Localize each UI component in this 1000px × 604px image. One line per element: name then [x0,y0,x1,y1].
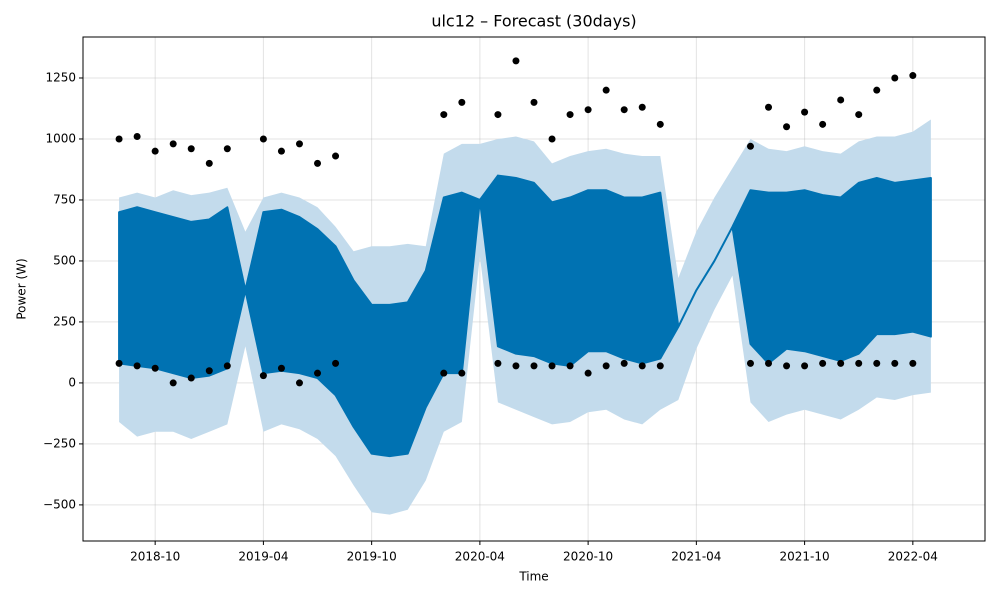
observation-point [151,147,159,155]
y-tick-label: 500 [53,253,76,267]
observation-point [494,359,502,367]
x-tick-label: 2021-10 [780,550,830,564]
observation-point [187,374,195,382]
observation-point [656,362,664,370]
x-tick-label: 2020-04 [455,550,505,564]
observation-point [819,359,827,367]
observation-point [837,359,845,367]
observation-point [223,145,231,153]
observation-point [259,135,267,143]
x-tick-label: 2018-10 [130,550,180,564]
observation-point [295,379,303,387]
observation-point [873,86,881,94]
y-tick-label: 750 [53,192,76,206]
observation-point [909,359,917,367]
observation-point [891,359,899,367]
observation-point [314,369,322,377]
observation-point [440,369,448,377]
observation-point [783,362,791,370]
observation-point [855,111,863,119]
observation-point [837,96,845,104]
observation-point [584,106,592,114]
observation-point [801,108,809,116]
observation-point [584,369,592,377]
observation-point [458,98,466,106]
observation-point [801,362,809,370]
observation-point [620,106,628,114]
y-tick-label: 1250 [45,70,76,84]
observation-point [566,111,574,119]
observation-point [133,362,141,370]
observation-point [512,57,520,65]
chart-title: ulc12 – Forecast (30days) [431,12,636,31]
x-tick-label: 2021-04 [671,550,721,564]
observation-point [873,359,881,367]
observation-point [169,379,177,387]
observation-point [891,74,899,82]
observation-point [512,362,520,370]
observation-point [602,86,610,94]
y-tick-label: −250 [43,436,76,450]
y-tick-label: 0 [68,375,76,389]
observation-point [332,359,340,367]
x-tick-label: 2020-10 [563,550,613,564]
observation-point [566,362,574,370]
observation-point [458,369,466,377]
y-tick-label: −500 [43,497,76,511]
observation-point [494,111,502,119]
observation-point [548,135,556,143]
y-tick-label: 250 [53,314,76,328]
x-tick-label: 2022-04 [888,550,938,564]
observation-point [855,359,863,367]
observation-point [765,359,773,367]
observation-point [115,359,123,367]
observation-point [259,372,267,380]
observation-point [440,111,448,119]
observation-point [133,133,141,141]
observation-point [656,120,664,128]
observation-point [332,152,340,160]
observation-point [223,362,231,370]
observation-point [530,362,538,370]
observation-point [314,159,322,167]
forecast-band [118,174,932,458]
observation-point [169,140,177,148]
observation-point [187,145,195,153]
observation-point [783,123,791,131]
y-axis-label: Power (W) [15,258,29,319]
observation-point [746,142,754,150]
observation-point [205,159,213,167]
observation-point [765,103,773,111]
x-axis-label: Time [518,570,548,584]
observation-point [638,362,646,370]
observation-point [746,359,754,367]
x-tick-label: 2019-10 [347,550,397,564]
observation-point [295,140,303,148]
observation-point [638,103,646,111]
y-tick-label: 1000 [45,131,76,145]
observation-point [530,98,538,106]
observation-point [819,120,827,128]
observation-point [115,135,123,143]
observation-point [548,362,556,370]
observation-point [602,362,610,370]
observation-point [620,359,628,367]
observation-point [277,364,285,372]
observation-point [909,72,917,80]
x-tick-label: 2019-04 [238,550,288,564]
observation-point [205,367,213,375]
observation-point [277,147,285,155]
plot-frame [82,36,986,542]
observation-point [151,364,159,372]
